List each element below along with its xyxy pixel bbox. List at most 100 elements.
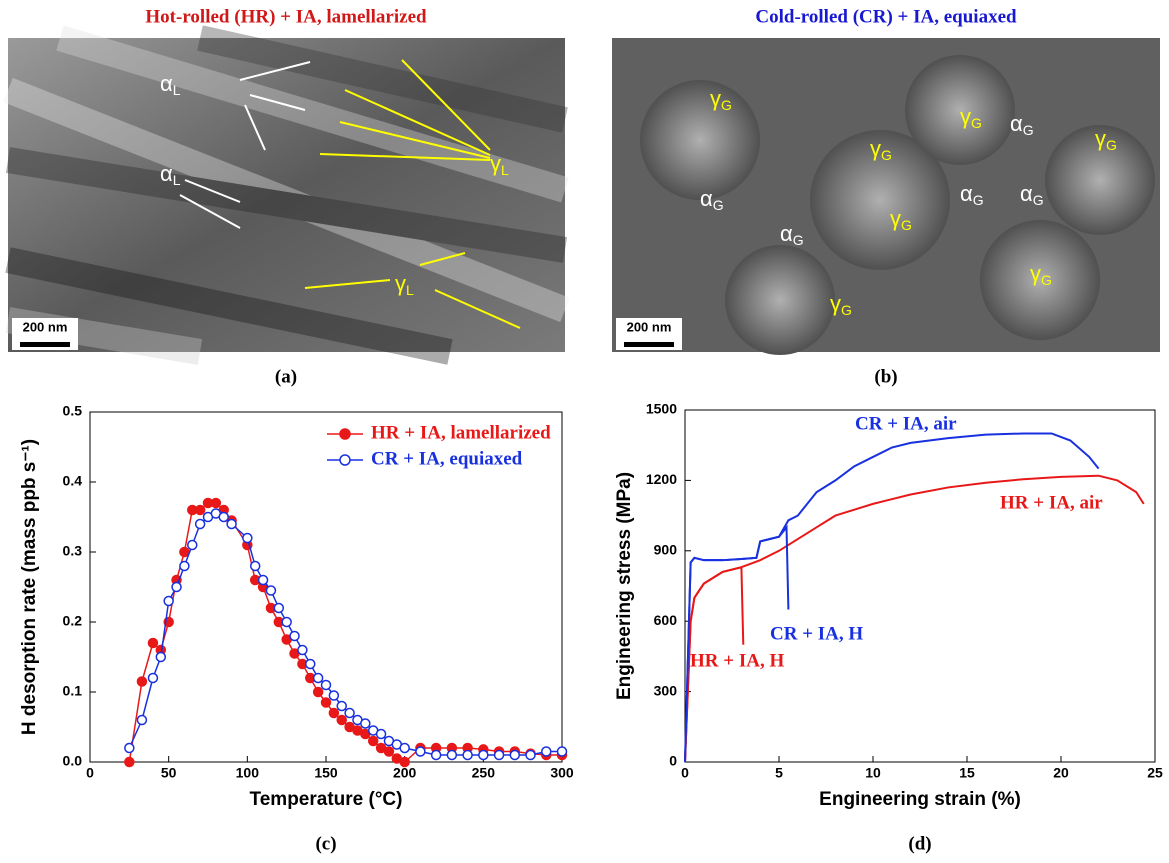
phase-subscript: L — [173, 172, 181, 188]
data-point — [495, 751, 504, 760]
phase-subscript: G — [1106, 137, 1117, 153]
x-axis-label: Temperature (°C) — [250, 789, 403, 810]
legend-marker — [340, 429, 350, 439]
data-point — [148, 639, 157, 648]
x-tick-label: 20 — [1053, 765, 1069, 781]
legend-label: HR + IA, lamellarized — [371, 422, 551, 443]
chart-label: (c) — [315, 833, 336, 854]
data-point — [314, 674, 323, 683]
x-tick-label: 25 — [1147, 765, 1163, 781]
y-tick-label: 900 — [654, 542, 678, 558]
phase-symbol: α — [1020, 181, 1033, 206]
data-point — [306, 660, 315, 669]
figure: Hot-rolled (HR) + IA, lamellarized(a)200… — [0, 0, 1169, 863]
phase-subscript: L — [406, 282, 414, 298]
data-point — [137, 677, 146, 686]
phase-symbol: γ — [960, 104, 971, 129]
phase-subscript: G — [1041, 272, 1052, 288]
phase-subscript: G — [973, 192, 984, 208]
series-line — [685, 476, 1144, 762]
phase-subscript: G — [971, 115, 982, 131]
y-tick-label: 0 — [669, 753, 677, 769]
data-point — [361, 719, 370, 728]
legend-marker — [340, 455, 350, 465]
data-point — [369, 737, 378, 746]
x-tick-label: 150 — [314, 765, 338, 781]
panel-label: (b) — [874, 366, 897, 387]
y-tick-label: 0.2 — [63, 613, 83, 629]
x-tick-label: 300 — [550, 765, 574, 781]
series-label: HR + IA, air — [1000, 492, 1103, 513]
data-point — [137, 716, 146, 725]
data-point — [479, 751, 488, 760]
y-axis-label: Engineering stress (MPa) — [614, 472, 635, 700]
x-tick-label: 5 — [775, 765, 783, 781]
x-axis-label: Engineering strain (%) — [819, 789, 1021, 810]
data-point — [322, 681, 331, 690]
data-point — [227, 520, 236, 529]
phase-symbol: γ — [1030, 261, 1041, 286]
series-label: HR + IA, H — [690, 650, 784, 671]
phase-subscript: G — [713, 197, 724, 213]
chart-label: (d) — [908, 833, 931, 854]
x-tick-label: 50 — [161, 765, 177, 781]
data-point — [290, 632, 299, 641]
series-line — [685, 527, 788, 762]
phase-symbol: γ — [710, 86, 721, 111]
micrograph-b — [612, 38, 1160, 355]
series-line — [685, 433, 1099, 762]
phase-symbol: γ — [1095, 126, 1106, 151]
y-tick-label: 0.0 — [63, 753, 83, 769]
scale-bar-label: 200 nm — [627, 319, 672, 334]
micrograph-a — [8, 38, 565, 352]
phase-subscript: G — [793, 232, 804, 248]
y-tick-label: 300 — [654, 682, 678, 698]
phase-symbol: γ — [395, 271, 406, 296]
phase-subscript: G — [721, 97, 732, 113]
y-axis-label: H desorption rate (mass ppb s⁻¹) — [19, 439, 40, 735]
phase-symbol: α — [1010, 111, 1023, 136]
data-point — [251, 562, 260, 571]
phase-subscript: G — [1023, 122, 1034, 138]
x-tick-label: 15 — [959, 765, 975, 781]
data-point — [447, 751, 456, 760]
data-point — [266, 586, 275, 595]
y-tick-label: 0.3 — [63, 543, 83, 559]
phase-subscript: L — [173, 82, 181, 98]
phase-symbol: γ — [870, 136, 881, 161]
data-point — [219, 513, 228, 522]
data-point — [298, 646, 307, 655]
panel-title: Cold-rolled (CR) + IA, equiaxed — [755, 6, 1017, 27]
data-point — [377, 730, 386, 739]
data-point — [416, 747, 425, 756]
x-tick-label: 250 — [472, 765, 496, 781]
x-tick-label: 0 — [86, 765, 94, 781]
phase-symbol: α — [160, 161, 173, 186]
data-point — [188, 541, 197, 550]
data-point — [432, 751, 441, 760]
panel-title: Hot-rolled (HR) + IA, lamellarized — [145, 6, 427, 27]
y-tick-label: 0.4 — [63, 473, 83, 489]
legend-label: CR + IA, equiaxed — [371, 448, 523, 469]
data-point — [400, 758, 409, 767]
data-point — [345, 709, 354, 718]
x-tick-label: 100 — [236, 765, 260, 781]
phase-subscript: G — [1033, 192, 1044, 208]
scale-bar-label: 200 nm — [23, 319, 68, 334]
data-point — [156, 653, 165, 662]
data-point — [180, 562, 189, 571]
data-point — [322, 698, 331, 707]
data-point — [558, 747, 567, 756]
data-point — [125, 758, 134, 767]
phase-symbol: α — [960, 181, 973, 206]
y-tick-label: 600 — [654, 612, 678, 628]
data-point — [329, 691, 338, 700]
data-point — [510, 751, 519, 760]
y-tick-label: 0.5 — [63, 403, 83, 419]
data-point — [259, 576, 268, 585]
phase-subscript: G — [881, 147, 892, 163]
phase-symbol: γ — [830, 291, 841, 316]
series-label: CR + IA, H — [770, 623, 863, 644]
data-point — [164, 597, 173, 606]
data-point — [243, 534, 252, 543]
